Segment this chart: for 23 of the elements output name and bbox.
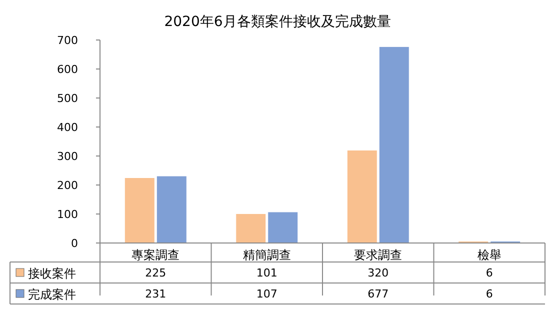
y-tick-label: 300	[57, 150, 78, 163]
x-tick-label: 專案調查	[132, 248, 180, 262]
data-label: 231	[145, 288, 166, 300]
data-label: 101	[256, 266, 278, 280]
y-tick-label: 500	[57, 92, 78, 105]
data-label: 677	[368, 288, 389, 300]
data-label: 107	[256, 288, 278, 300]
chart-title: 2020年6月各類案件接收及完成數量	[164, 13, 391, 30]
x-tick-label: 精簡調查	[242, 248, 291, 262]
y-tick-label: 400	[57, 121, 78, 134]
data-label: 6	[486, 266, 493, 280]
x-tick-label: 要求調查	[354, 248, 402, 262]
y-tick-label: 0	[71, 237, 78, 250]
y-tick-label: 700	[57, 34, 78, 47]
x-tick-label: 檢舉	[477, 248, 502, 262]
y-tick-label: 100	[57, 208, 78, 221]
y-tick-label: 200	[57, 179, 78, 192]
data-label: 320	[368, 266, 389, 280]
legend-label: 完成案件	[28, 288, 76, 302]
y-tick-label: 600	[57, 63, 78, 76]
legend-label: 接收案件	[28, 266, 76, 280]
data-label: 6	[486, 288, 493, 300]
data-label: 225	[145, 266, 166, 280]
